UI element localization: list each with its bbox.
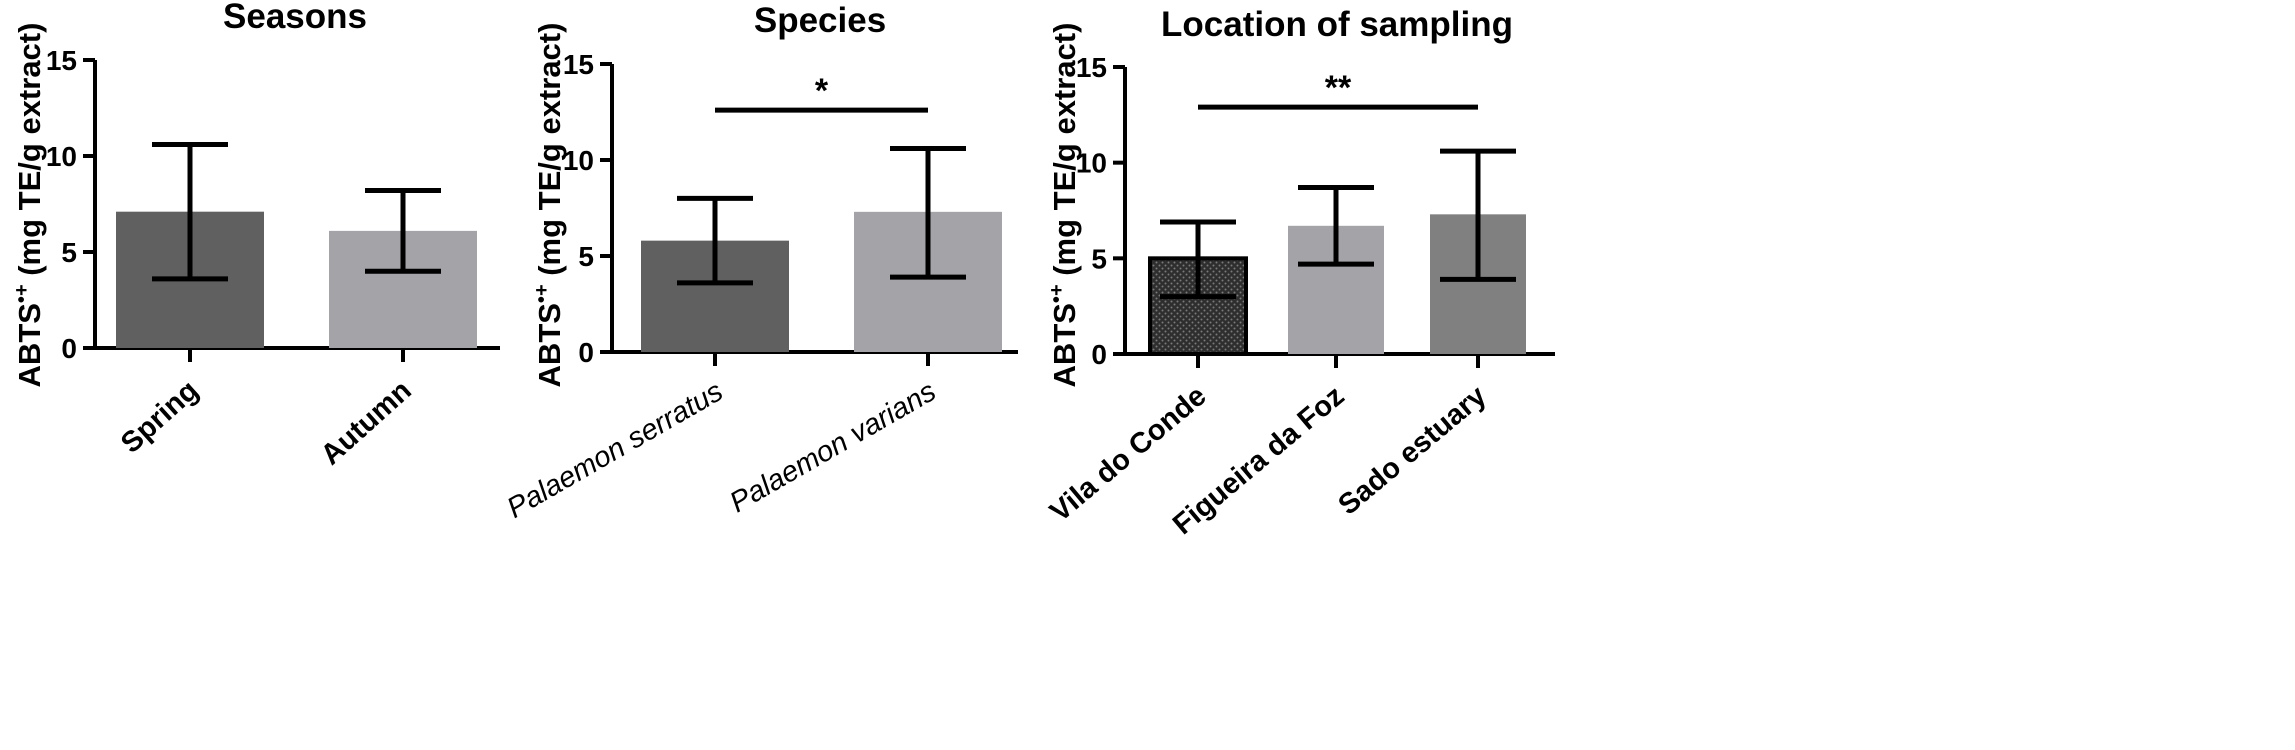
y-axis-label-base: ABTS xyxy=(532,303,567,387)
y-tick-label: 5 xyxy=(61,237,77,268)
y-tick-label: 0 xyxy=(1091,339,1107,370)
y-tick-label: 10 xyxy=(46,141,77,172)
chart-title: Location of sampling xyxy=(1161,5,1513,44)
y-axis-label: ABTS•+ (mg TE/g extract) xyxy=(11,23,47,388)
y-axis-label-units: (mg TE/g extract) xyxy=(1047,23,1082,285)
y-axis-label-superscript: •+ xyxy=(1046,284,1068,303)
y-axis-label-superscript: •+ xyxy=(11,284,33,303)
y-tick-label: 5 xyxy=(578,241,594,272)
y-axis-label: ABTS•+ (mg TE/g extract) xyxy=(1046,23,1082,388)
y-tick-label: 0 xyxy=(61,333,77,364)
y-tick-label: 15 xyxy=(563,49,594,80)
y-axis-label: ABTS•+ (mg TE/g extract) xyxy=(531,23,567,388)
category-label: Palaemon varians xyxy=(724,375,941,519)
category-label: Spring xyxy=(115,374,205,459)
category-label: Sado estuary xyxy=(1332,380,1492,522)
chart-title: Seasons xyxy=(223,0,367,36)
y-tick-label: 15 xyxy=(1076,52,1107,83)
y-tick-label: 0 xyxy=(578,337,594,368)
significance-marker: ** xyxy=(1325,69,1352,107)
y-tick-label: 10 xyxy=(1076,148,1107,179)
category-label: Autumn xyxy=(315,374,418,471)
y-axis-label-superscript: •+ xyxy=(531,284,553,303)
y-tick-label: 15 xyxy=(46,45,77,76)
y-axis-label-units: (mg TE/g extract) xyxy=(532,23,567,285)
category-label: Palaemon serratus xyxy=(502,375,729,524)
significance-marker: * xyxy=(815,72,829,110)
y-tick-label: 10 xyxy=(563,145,594,176)
y-axis-label-base: ABTS xyxy=(1047,303,1082,387)
y-axis-label-units: (mg TE/g extract) xyxy=(12,23,47,285)
y-axis-label-base: ABTS xyxy=(12,303,47,387)
y-tick-label: 5 xyxy=(1091,243,1107,274)
chart-title: Species xyxy=(754,1,886,40)
